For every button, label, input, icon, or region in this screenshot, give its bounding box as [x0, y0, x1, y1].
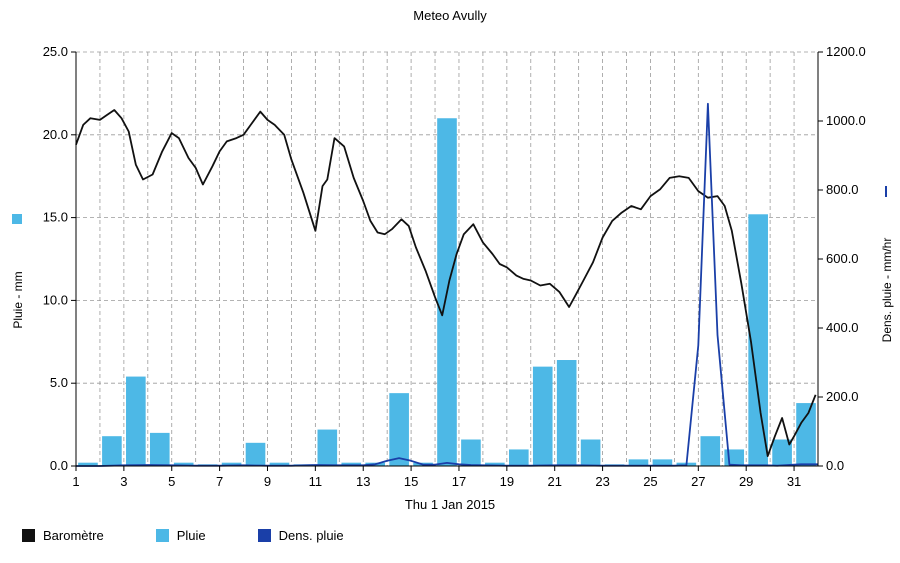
rain-bar — [580, 439, 601, 466]
rain-bar — [149, 432, 170, 466]
rain-bar — [796, 403, 816, 466]
x-tick-label: 29 — [739, 474, 753, 489]
y-right-tick-label: 400.0 — [826, 320, 859, 335]
legend-item-pluie: Pluie — [155, 528, 206, 543]
legend-item-barometre: Baromètre — [22, 528, 104, 543]
y-axis-left-label: Pluie - mm — [11, 271, 25, 328]
chart-title: Meteo Avully — [413, 8, 487, 23]
x-tick-label: 15 — [404, 474, 418, 489]
y-axis-right-label: Dens. pluie - mm/hr — [880, 238, 894, 343]
y-right-tick-label: 0.0 — [826, 458, 844, 473]
y-left-tick-label: 0.0 — [50, 458, 68, 473]
x-tick-label: 9 — [264, 474, 271, 489]
rain-bar — [341, 462, 362, 466]
rain-bar — [173, 462, 194, 466]
y-right-tick-label: 1200.0 — [826, 44, 866, 59]
x-tick-label: 21 — [547, 474, 561, 489]
rain-bar — [389, 393, 409, 466]
rain-bar — [628, 459, 649, 466]
x-tick-label: 5 — [168, 474, 175, 489]
legend-label-dens: Dens. pluie — [278, 528, 344, 543]
rain-bar — [556, 360, 577, 466]
x-tick-label: 31 — [787, 474, 801, 489]
x-tick-label: 27 — [691, 474, 705, 489]
rain-bar — [102, 436, 122, 466]
x-tick-label: 19 — [500, 474, 514, 489]
rain-bar — [700, 436, 721, 466]
x-tick-label: 11 — [309, 474, 323, 489]
rain-bar — [772, 439, 792, 466]
y-right-tick-label: 600.0 — [826, 251, 859, 266]
rain-bar — [508, 449, 529, 466]
x-tick-label: 7 — [216, 474, 223, 489]
barometer-line — [75, 109, 817, 458]
rain-bar — [126, 376, 146, 466]
x-tick-label: 3 — [120, 474, 127, 489]
rain-bar — [652, 459, 673, 466]
rain-bar — [269, 462, 290, 466]
y-left-tick-label: 5.0 — [50, 375, 68, 390]
rain-bar — [78, 462, 98, 466]
legend-label-pluie: Pluie — [176, 528, 206, 543]
legend-item-dens: Dens. pluie — [257, 528, 344, 543]
x-tick-label: 25 — [643, 474, 657, 489]
y-left-tick-label: 15.0 — [43, 210, 68, 225]
legend-swatch-dens — [257, 529, 271, 542]
y-right-tick-label: 800.0 — [826, 182, 859, 197]
rain-density-line — [76, 102, 818, 467]
y-right-tick-label: 1000.0 — [826, 113, 866, 128]
x-axis-label: Thu 1 Jan 2015 — [405, 497, 495, 512]
left-axis-series-marker — [12, 214, 22, 224]
x-tick-label: 23 — [595, 474, 609, 489]
x-tick-label: 1 — [72, 474, 79, 489]
rain-bar — [317, 429, 338, 466]
rain-bar — [748, 214, 768, 466]
rain-bar — [461, 439, 481, 466]
rain-bar — [245, 442, 266, 466]
legend-swatch-pluie — [155, 529, 169, 542]
y-left-tick-label: 10.0 — [43, 292, 68, 307]
legend-swatch-barometre — [22, 529, 35, 542]
legend: Baromètre Pluie Dens. pluie — [22, 528, 396, 543]
legend-label-barometre: Baromètre — [43, 528, 104, 543]
y-left-tick-label: 20.0 — [43, 127, 68, 142]
y-right-tick-label: 200.0 — [826, 389, 859, 404]
rain-bar — [532, 366, 553, 466]
x-tick-label: 17 — [452, 474, 466, 489]
y-left-tick-label: 25.0 — [43, 44, 68, 59]
x-tick-label: 13 — [356, 474, 370, 489]
rain-bar — [485, 462, 505, 466]
rain-bar — [221, 462, 242, 466]
weather-chart: Meteo Avully Thu 1 Jan 2015 Pluie - mm D… — [11, 8, 894, 512]
